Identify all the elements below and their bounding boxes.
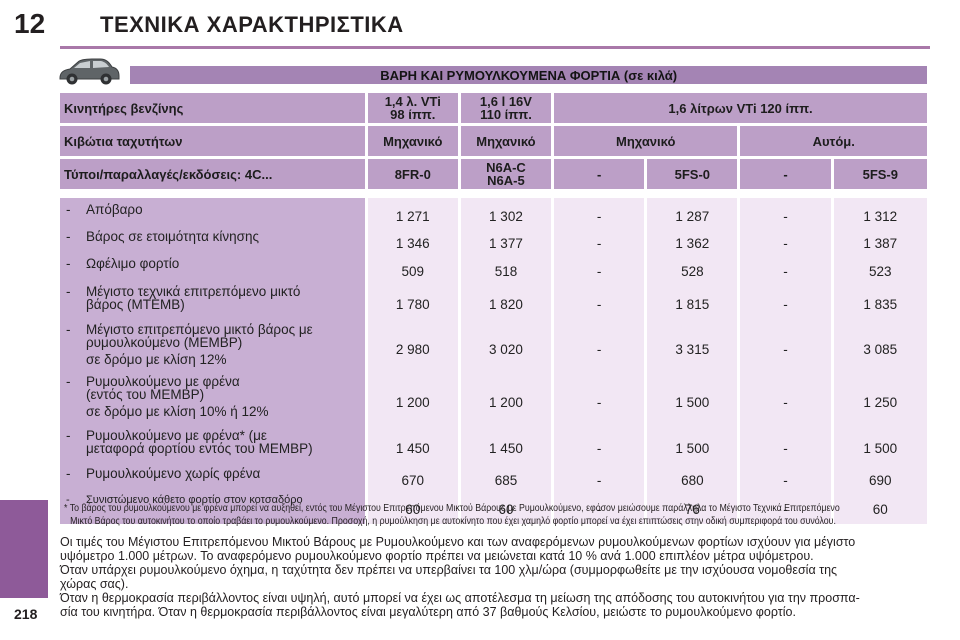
gearbox-cell: Μηχανικό (367, 126, 458, 156)
type-code-cell: 5FS-0 (647, 159, 738, 189)
engines-label: Κινητήρες βενζίνης (60, 93, 365, 123)
row-label: - Μέγιστο τεχνικά επιτρεπόμενο μικτό βάρος… (66, 284, 301, 312)
type-code-cell: 8FR-0 (367, 159, 458, 189)
page-number: 218 (14, 606, 38, 622)
paragraph-temperature: Όταν η θερμοκρασία περιβάλλοντος είναι υ… (60, 591, 860, 619)
chapter-title: ΤΕΧΝΙΚΑ ΧΑΡΑΚΤΗΡΙΣΤΙΚΑ (100, 12, 404, 37)
types-label: Τύποι/παραλλαγές/εκδόσεις: 4C... (60, 159, 365, 189)
table-title: ΒΑΡΗ ΚΑΙ ΡΥΜΟΥΛΚΟΥΜΕΝΑ ΦΟΡΤΙΑ (σε κιλά) (130, 66, 927, 84)
gearbox-cell: Αυτόμ. (740, 126, 927, 156)
row-label: - Ρυμουλκούμενο χωρίς φρένα (66, 466, 261, 481)
value-column: 1 287 1 362 528 1 815 3 315 1 500 1 500 680 76 (647, 198, 738, 524)
row-label: - Απόβαρο (66, 202, 143, 217)
paragraph-speed: Όταν υπάρχει ρυμουλκούμενο όχημα, η ταχύ… (60, 563, 838, 591)
footnote: * Το βάρος του ρυμουλκούμενου με φρένα μ… (64, 503, 840, 527)
car-icon (59, 58, 120, 85)
engine-1-6-16v: 1,6 l 16V 110 ίππ. (460, 93, 552, 123)
value-column: 1 271 1 346 509 1 780 2 980 1 200 1 450 670 60 (367, 198, 458, 524)
chapter-number: 12 (14, 8, 46, 39)
paragraph-altitude: Οι τιμές του Μέγιστου Επιτρεπόμενου Μικτ… (60, 535, 856, 563)
value-column: 1 312 1 387 523 1 835 3 085 1 250 1 500 690 60 (833, 198, 927, 524)
gearbox-cell: Μηχανικό (460, 126, 552, 156)
type-code-cell: N6A-C N6A-5 (460, 159, 552, 189)
engine-1-4-vti: 1,4 λ. VTi 98 ίππ. (367, 93, 458, 123)
chapter-side-tab (0, 500, 48, 598)
gearbox-cell: Μηχανικό (554, 126, 738, 156)
type-code-cell: - (554, 159, 645, 189)
value-column: --------- (740, 198, 831, 524)
row-label: - Μέγιστο επιτρεπόμενο μικτό βάρος με ρυμο… (66, 322, 313, 367)
row-label: - Βάρος σε ετοιμότητα κίνησης (66, 229, 260, 244)
engine-1-6-vti: 1,6 λίτρων VTi 120 ίππ. (554, 93, 927, 123)
value-column: --------- (554, 198, 645, 524)
header-divider (60, 46, 930, 49)
value-column: 1 302 1 377 518 1 820 3 020 1 200 1 450 685 60 (460, 198, 552, 524)
weights-table: ΒΑΡΗ ΚΑΙ ΡΥΜΟΥΛΚΟΥΜΕΝΑ ΦΟΡΤΙΑ (σε κιλά) … (57, 63, 930, 527)
row-label: - Συνιστώμενο κάθετο φορτίο στον κοτσαδόρ… (66, 494, 303, 506)
row-labels-column: - Απόβαρο - Βάρος σε ετοιμότητα κίνησης -Ω… (60, 198, 365, 524)
row-label: - Ωφέλιμο φορτίο (66, 256, 180, 271)
type-code-cell: - (740, 159, 831, 189)
row-label: - Ρυμουλκούμενο με φρένα* (με μεταφορά φορ… (66, 428, 313, 456)
gearbox-label: Κιβώτια ταχυτήτων (60, 126, 365, 156)
type-code-cell: 5FS-9 (833, 159, 927, 189)
row-label: - Ρυμουλκούμενο με φρένα (εντός του MEMBP)… (66, 374, 269, 419)
